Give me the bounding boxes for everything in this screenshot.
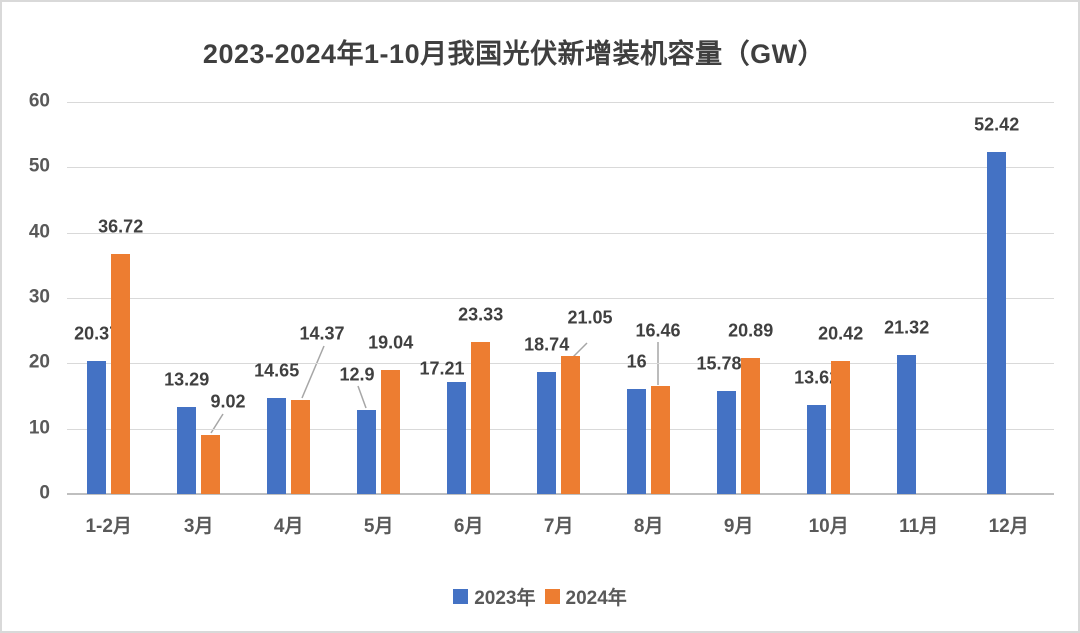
y-axis-tick-label: 0	[39, 482, 50, 504]
bar-2023年-10月	[807, 405, 827, 494]
x-axis-label: 1-2月	[85, 516, 132, 537]
data-label-2024年-9月: 20.89	[728, 320, 774, 341]
bar-2023年-6月	[447, 381, 467, 494]
x-axis-label: 9月	[723, 516, 754, 537]
chart-title: 2023-2024年1-10月我国光伏新增装机容量（GW）	[202, 39, 826, 69]
legend-item-2023年: 2023年	[453, 583, 536, 610]
data-label-2023年-11月: 21.32	[884, 317, 930, 338]
bar-2023年-9月	[717, 390, 737, 494]
legend: 2023年 2024年	[2, 583, 1078, 610]
bar-2023年-5月	[357, 409, 377, 494]
data-label-2024年-10月: 20.42	[818, 323, 864, 344]
legend-label: 2023年	[474, 588, 536, 609]
bar-2024年-6月	[471, 341, 491, 494]
data-label-2023年-1-2月: 20.37	[74, 323, 120, 344]
x-axis-label: 4月	[273, 516, 304, 537]
y-axis-tick-label: 10	[28, 416, 50, 438]
bar-2023年-11月	[897, 354, 917, 494]
bar-2024年-7月	[561, 356, 581, 494]
bar-2023年-7月	[537, 371, 557, 494]
data-label-2023年-12月: 52.42	[974, 114, 1020, 135]
y-axis-tick-label: 60	[28, 90, 50, 112]
data-label-2023年-5月: 12.9	[339, 364, 375, 385]
bar-2024年-1-2月	[111, 254, 131, 494]
data-label-2023年-6月: 17.21	[419, 358, 465, 379]
x-axis-label: 6月	[453, 516, 484, 537]
gridline	[67, 167, 1054, 169]
bar-2023年-4月	[267, 398, 287, 494]
x-axis-label: 12月	[988, 516, 1029, 537]
data-label-2023年-8月: 16	[626, 351, 647, 372]
data-label-2024年-3月: 9.02	[210, 391, 246, 412]
data-label-2024年-1-2月: 36.72	[98, 216, 144, 237]
bar-2023年-12月	[987, 151, 1007, 494]
data-label-2024年-5月: 19.04	[368, 332, 414, 353]
gridline	[67, 232, 1054, 234]
x-axis-label: 10月	[808, 516, 849, 537]
data-label-2023年-10月: 13.62	[794, 367, 840, 388]
y-axis-tick-label: 30	[28, 286, 50, 308]
data-label-2023年-7月: 18.74	[524, 334, 570, 355]
bar-2024年-8月	[651, 386, 671, 494]
x-axis-label: 11月	[899, 516, 939, 537]
legend-swatch-icon	[544, 589, 560, 604]
data-label-2023年-4月: 14.65	[254, 360, 300, 381]
x-axis-label: 8月	[633, 516, 664, 537]
legend-swatch-icon	[453, 589, 469, 604]
x-axis-label: 3月	[183, 516, 214, 537]
gridline	[67, 428, 1054, 430]
bar-2023年-8月	[627, 389, 647, 494]
x-axis-label: 7月	[543, 516, 574, 537]
legend-item-2024年: 2024年	[544, 583, 627, 610]
gridline	[67, 363, 1054, 365]
bar-2024年-9月	[741, 357, 761, 494]
legend-label: 2024年	[565, 588, 627, 609]
y-axis-tick-label: 20	[28, 351, 50, 373]
bar-2023年-3月	[177, 407, 197, 494]
bar-2024年-10月	[831, 360, 851, 494]
data-label-2024年-4月: 14.37	[299, 323, 345, 344]
data-label-2024年-7月: 21.05	[567, 307, 613, 328]
gridline	[67, 102, 1054, 103]
y-axis-tick-label: 40	[28, 220, 50, 242]
bar-2024年-4月	[291, 400, 311, 494]
bar-2023年-1-2月	[87, 360, 107, 494]
y-axis-tick-label: 50	[28, 155, 50, 177]
data-label-2023年-9月: 15.78	[696, 353, 742, 374]
bar-2024年-3月	[201, 435, 221, 494]
x-axis-label: 5月	[363, 516, 394, 537]
data-label-2024年-6月: 23.33	[458, 304, 504, 325]
data-label-2023年-3月: 13.29	[164, 369, 210, 390]
bar-2024年-5月	[381, 369, 401, 494]
data-label-2024年-8月: 16.46	[635, 320, 681, 341]
x-axis-line	[67, 493, 1054, 495]
gridline	[67, 298, 1054, 299]
